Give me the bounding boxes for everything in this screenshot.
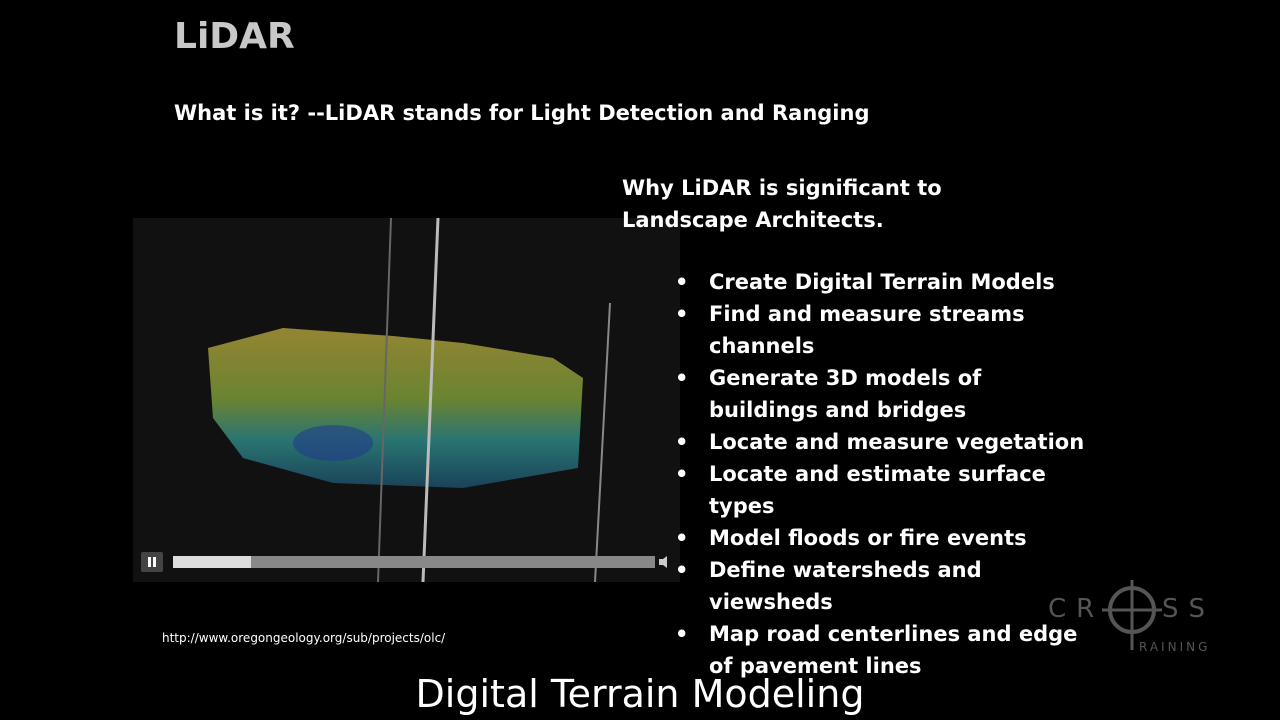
- slide-title: LiDAR: [174, 16, 295, 57]
- bullet-item: Generate 3D models of buildings and brid…: [672, 362, 1092, 426]
- scan-line: [377, 218, 392, 582]
- caption: Digital Terrain Modeling: [415, 672, 865, 716]
- source-link[interactable]: http://www.oregongeology.org/sub/project…: [162, 631, 446, 645]
- video-player: [133, 218, 680, 582]
- bullet-item: Map road centerlines and edge of pavemen…: [672, 618, 1092, 682]
- logo-text: SS: [1162, 594, 1216, 624]
- progress-bar[interactable]: [173, 556, 655, 568]
- logo-icon: [1102, 580, 1162, 650]
- point-cloud-shadow: [293, 425, 373, 461]
- heading: Why LiDAR is significant to Landscape Ar…: [622, 176, 942, 232]
- volume-button[interactable]: [659, 556, 667, 568]
- bullet-item: Locate and estimate surface types: [672, 458, 1092, 522]
- bullet-item: Define watersheds and viewsheds: [672, 554, 1092, 618]
- logo-text: CR: [1048, 594, 1105, 624]
- bullet-item: Locate and measure vegetation: [672, 426, 1092, 458]
- pause-icon: [148, 557, 151, 567]
- scan-line: [421, 218, 440, 582]
- bullet-item: Create Digital Terrain Models: [672, 266, 1092, 298]
- scan-line: [594, 302, 611, 582]
- logo-subtext: RAINING: [1139, 640, 1211, 654]
- pause-icon: [153, 557, 156, 567]
- pause-button[interactable]: [141, 552, 163, 572]
- bullet-list: Create Digital Terrain ModelsFind and me…: [672, 266, 1092, 682]
- bullet-item: Find and measure streams channels: [672, 298, 1092, 362]
- subtitle: What is it? --LiDAR stands for Light Det…: [174, 101, 870, 125]
- bullet-item: Model floods or fire events: [672, 522, 1092, 554]
- progress-played: [173, 556, 251, 568]
